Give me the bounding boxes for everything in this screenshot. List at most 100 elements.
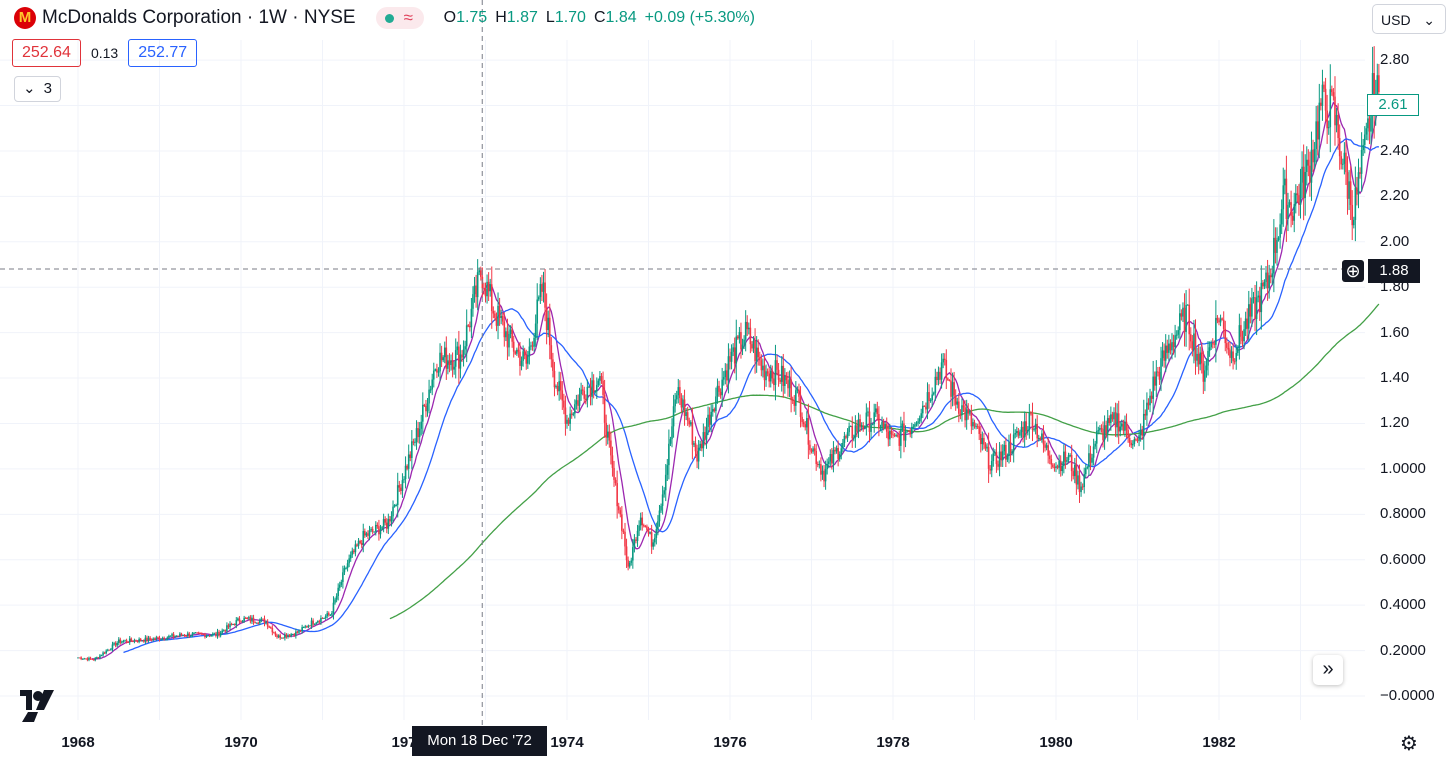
candle-body (226, 625, 228, 632)
candle-body (332, 602, 335, 614)
candle-body (1106, 418, 1109, 434)
symbol-title[interactable]: McDonalds Corporation · 1W · NYSE (42, 7, 356, 28)
candle-body (158, 637, 161, 640)
candle-body (1348, 181, 1350, 199)
candle-body (534, 323, 537, 338)
candle-body (1370, 107, 1372, 132)
candle-body (91, 658, 93, 660)
candle-body (293, 634, 296, 636)
candle-body (1100, 428, 1103, 430)
candle-body (926, 392, 929, 410)
currency-selector[interactable]: USD ⌄ (1372, 4, 1446, 34)
candle-body (911, 426, 913, 435)
candle-body (592, 380, 595, 393)
sell-price-box[interactable]: 252.64 (12, 39, 81, 67)
candle-body (831, 454, 833, 464)
candle-body (407, 454, 410, 469)
candle-body (478, 270, 481, 273)
candle-body (417, 428, 419, 438)
candle-body (834, 449, 836, 452)
candle-body (331, 613, 333, 615)
candle-body (820, 464, 822, 475)
candle-body (483, 288, 485, 290)
candle-body (1094, 443, 1096, 447)
candle-body (384, 518, 386, 523)
candle-body (1301, 166, 1303, 183)
candle-body (628, 562, 631, 567)
candle-body (1171, 342, 1173, 351)
candle-body (1208, 347, 1211, 351)
candle-body (1373, 73, 1375, 112)
settings-gear-icon[interactable]: ⚙ (1400, 733, 1418, 755)
candle-body (956, 401, 959, 405)
candle-body (1359, 172, 1361, 174)
candle-body (522, 351, 524, 361)
candle-body (812, 448, 814, 452)
candle-body (1099, 428, 1101, 431)
candle-body (737, 336, 739, 339)
candle-body (597, 380, 600, 385)
tradingview-logo-icon[interactable] (18, 688, 56, 724)
candle-body (302, 627, 305, 629)
candle-body (1229, 349, 1231, 358)
candle-body (1268, 275, 1270, 289)
candle-body (498, 305, 501, 318)
candle-body (1136, 439, 1139, 441)
candle-body (249, 617, 252, 622)
candle-body (233, 624, 236, 626)
candle-body (364, 531, 366, 536)
candle-body (766, 371, 769, 374)
candle-body (1044, 444, 1046, 448)
candle-body (400, 487, 402, 491)
candle-body (710, 411, 712, 425)
candle-body (577, 400, 579, 406)
candle-body (1307, 159, 1310, 166)
candle-body (1327, 127, 1330, 129)
scroll-to-realtime-button[interactable]: » (1313, 655, 1343, 685)
candle-body (599, 376, 601, 381)
candle-body (1240, 325, 1242, 337)
candle-body (1280, 209, 1283, 225)
candle-body (1320, 102, 1322, 106)
candle-body (420, 421, 423, 429)
candle-body (263, 618, 266, 624)
candle-body (904, 431, 907, 441)
candle-body (81, 658, 84, 660)
candle-body (879, 427, 882, 429)
indicator-values-row: 252.64 0.13 252.77 (12, 39, 198, 67)
candle-body (1001, 451, 1004, 460)
candle-body (205, 635, 208, 638)
candle-body (867, 411, 869, 413)
candle-body (763, 365, 766, 381)
candle-body (254, 621, 256, 623)
plus-circle-icon[interactable]: ⊕ (1342, 260, 1364, 282)
candle-body (257, 622, 260, 624)
candle-body (553, 370, 556, 388)
candle-body (951, 382, 954, 397)
candle-body (652, 542, 655, 547)
candle-body (508, 333, 510, 348)
buy-price-box[interactable]: 252.77 (128, 39, 198, 67)
candle-body (520, 360, 523, 366)
candle-body (517, 349, 520, 352)
candle-body (1185, 304, 1187, 332)
candle-body (790, 379, 792, 400)
candle-body (232, 624, 234, 626)
candle-body (1072, 471, 1075, 477)
candle-body (1158, 372, 1161, 380)
candle-body (1269, 275, 1272, 278)
market-status-pill[interactable]: ≈ (375, 7, 424, 29)
indicators-collapse-button[interactable]: ⌄ 3 (14, 76, 61, 102)
candle-body (762, 365, 764, 371)
ohlc-value: 1.75 (456, 9, 488, 26)
candle-body (1362, 144, 1364, 151)
candle-body (545, 307, 548, 331)
y-tick-label: 2.20 (1380, 187, 1410, 205)
candle-body (642, 525, 645, 527)
candle-body (606, 431, 609, 438)
candle-body (646, 526, 648, 530)
candle-body (224, 630, 227, 632)
candle-body (1238, 325, 1241, 349)
candle-body (658, 510, 661, 522)
